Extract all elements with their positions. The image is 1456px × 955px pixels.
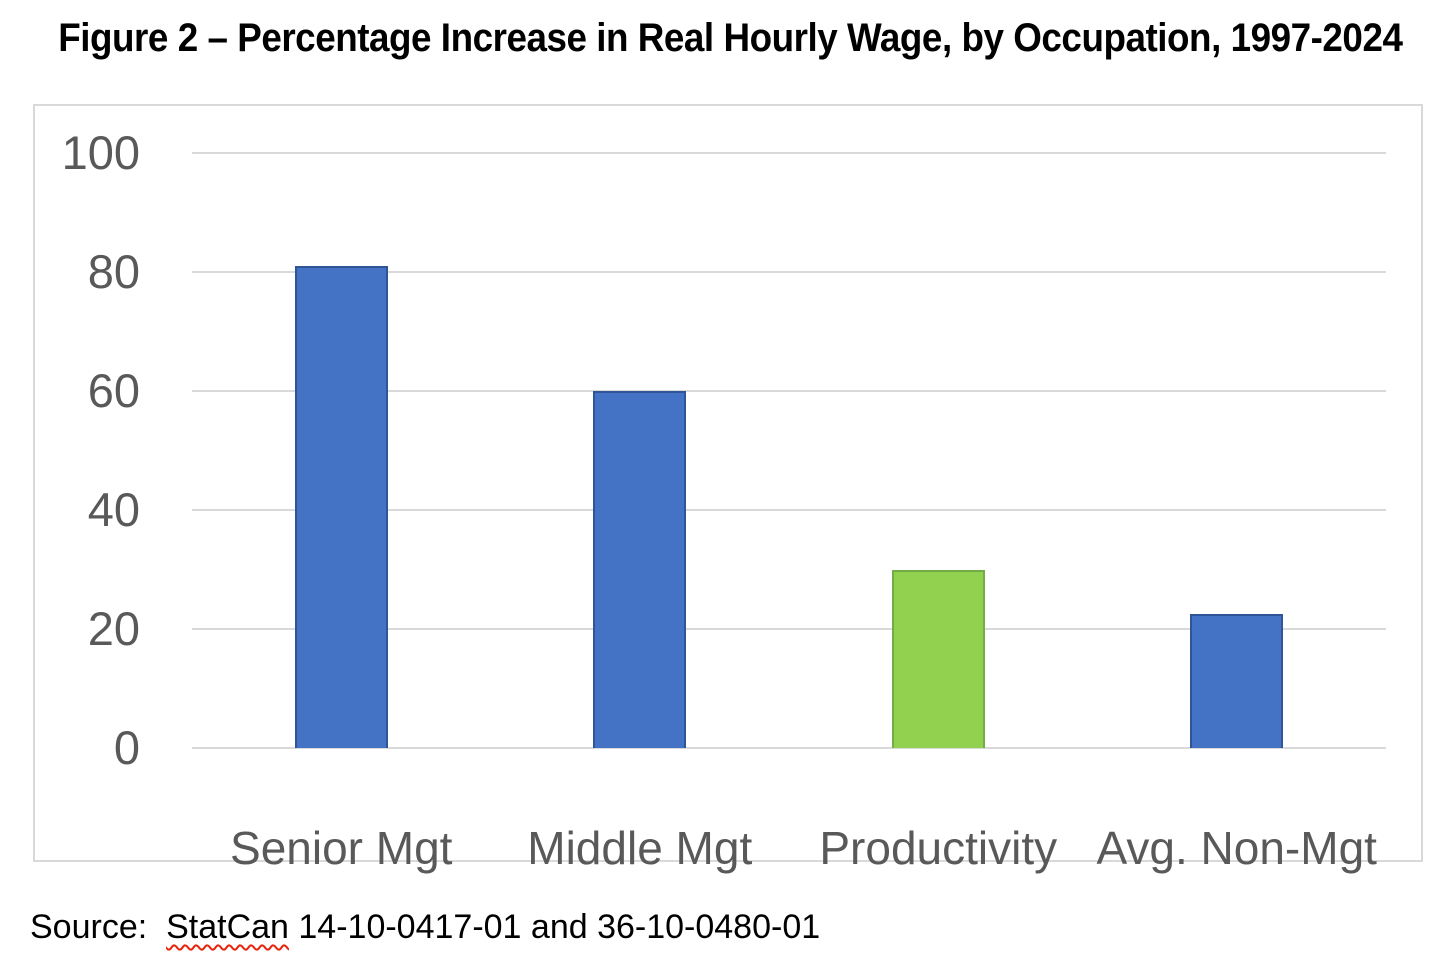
x-category-label-productivity: Productivity bbox=[819, 822, 1058, 874]
source-rest: 14-10-0417-01 and 36-10-0480-01 bbox=[288, 908, 821, 946]
gridline-y-60 bbox=[192, 390, 1386, 392]
y-tick-label-80: 80 bbox=[87, 245, 140, 298]
gridline-y-80 bbox=[192, 271, 1386, 273]
source-prefix: Source: bbox=[30, 908, 148, 946]
gridline-y-20 bbox=[192, 628, 1386, 630]
y-tick-label-100: 100 bbox=[61, 126, 140, 179]
y-tick-label-20: 20 bbox=[87, 602, 140, 655]
chart-area: 0 20 40 60 80 100 Senior Mgt Middle Mgt Producti… bbox=[33, 104, 1423, 871]
figure-title: Figure 2 – Percentage Increase in Real H… bbox=[58, 16, 1403, 60]
bar-middle-mgt bbox=[593, 391, 687, 748]
bar-productivity bbox=[891, 569, 985, 748]
x-category-label-middle-mgt: Middle Mgt bbox=[527, 822, 753, 874]
plot-area: 0 20 40 60 80 100 Senior Mgt Middle Mgt Producti… bbox=[62, 129, 1386, 871]
gridline-y-0 bbox=[192, 747, 1386, 749]
source-gap bbox=[147, 908, 166, 946]
y-tick-label-40: 40 bbox=[87, 483, 140, 536]
gridline-y-100 bbox=[192, 152, 1386, 154]
gridline-y-40 bbox=[192, 509, 1386, 511]
source-note: Source: StatCan 14-10-0417-01 and 36-10-… bbox=[30, 908, 820, 947]
bar-avg-non-mgt bbox=[1190, 614, 1284, 748]
source-statcan-word: StatCan bbox=[166, 908, 289, 946]
x-category-label-avg-non-mgt: Avg. Non-Mgt bbox=[1096, 822, 1377, 874]
y-tick-label-60: 60 bbox=[87, 364, 140, 417]
x-category-label-senior-mgt: Senior Mgt bbox=[230, 822, 453, 874]
y-tick-label-0: 0 bbox=[113, 721, 140, 774]
bar-senior-mgt bbox=[294, 266, 388, 748]
